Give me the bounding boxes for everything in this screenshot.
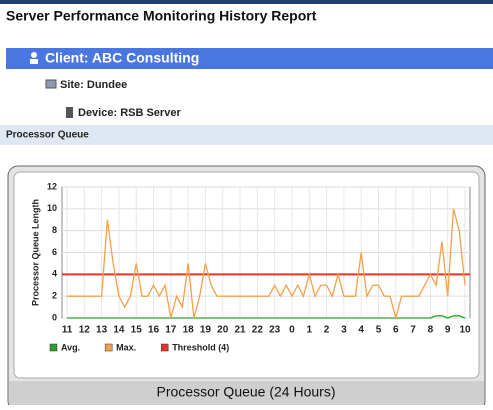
x-tick-label: 3 — [341, 325, 347, 336]
y-tick-label: 2 — [52, 291, 57, 301]
x-tick-label: 17 — [165, 325, 177, 336]
y-tick-label: 8 — [52, 225, 57, 235]
x-tick-label: 22 — [252, 325, 264, 336]
y-tick-label: 12 — [47, 181, 57, 191]
x-tick-label: 13 — [96, 325, 108, 336]
y-tick-label: 10 — [47, 203, 57, 213]
device-icon — [66, 107, 73, 118]
x-tick-label: 15 — [131, 325, 143, 336]
x-tick-label: 20 — [217, 325, 229, 336]
x-tick-label: 12 — [79, 325, 91, 336]
x-tick-label: 11 — [62, 325, 73, 336]
x-tick-label: 6 — [393, 325, 399, 336]
x-tick-label: 16 — [148, 325, 160, 336]
top-strip — [0, 0, 493, 4]
client-icon — [30, 59, 38, 64]
legend-swatch — [160, 343, 169, 352]
x-tick-label: 9 — [445, 325, 451, 336]
device-label: Device: RSB Server — [78, 107, 181, 119]
series-line — [67, 208, 466, 321]
legend-swatch — [104, 343, 113, 352]
client-label: Client: ABC Consulting — [45, 50, 199, 66]
x-tick-label: 5 — [376, 325, 382, 336]
legend-label: Max. — [116, 342, 136, 352]
chart-title: Processor Queue (24 Hours) — [157, 384, 336, 400]
x-tick-label: 19 — [200, 325, 212, 336]
chart-footer — [9, 381, 484, 405]
x-tick-label: 2 — [324, 325, 330, 336]
x-tick-label: 14 — [113, 325, 125, 336]
legend-swatch — [49, 343, 58, 352]
section-band — [0, 125, 493, 145]
x-tick-label: 1 — [306, 325, 312, 336]
y-tick-label: 4 — [52, 269, 57, 279]
legend-label: Avg. — [61, 342, 80, 352]
x-tick-label: 18 — [183, 325, 195, 336]
x-tick-label: 23 — [269, 325, 281, 336]
x-tick-label: 21 — [234, 325, 246, 336]
series-line — [67, 315, 466, 319]
section-label: Processor Queue — [6, 130, 89, 141]
x-tick-label: 7 — [410, 325, 416, 336]
x-tick-label: 8 — [428, 325, 434, 336]
site-icon — [45, 79, 57, 89]
x-tick-label: 4 — [358, 325, 364, 336]
y-axis-label: Processor Queue Length — [30, 199, 40, 306]
y-tick-label: 0 — [52, 312, 57, 322]
report-title: Server Performance Monitoring History Re… — [6, 8, 317, 24]
x-tick-label: 0 — [289, 325, 295, 336]
x-tick-label: 10 — [459, 325, 471, 336]
legend-label: Threshold (4) — [172, 342, 229, 352]
site-label: Site: Dundee — [60, 79, 127, 91]
y-tick-label: 6 — [52, 247, 57, 257]
client-icon — [31, 52, 37, 58]
client-bar — [6, 48, 493, 69]
